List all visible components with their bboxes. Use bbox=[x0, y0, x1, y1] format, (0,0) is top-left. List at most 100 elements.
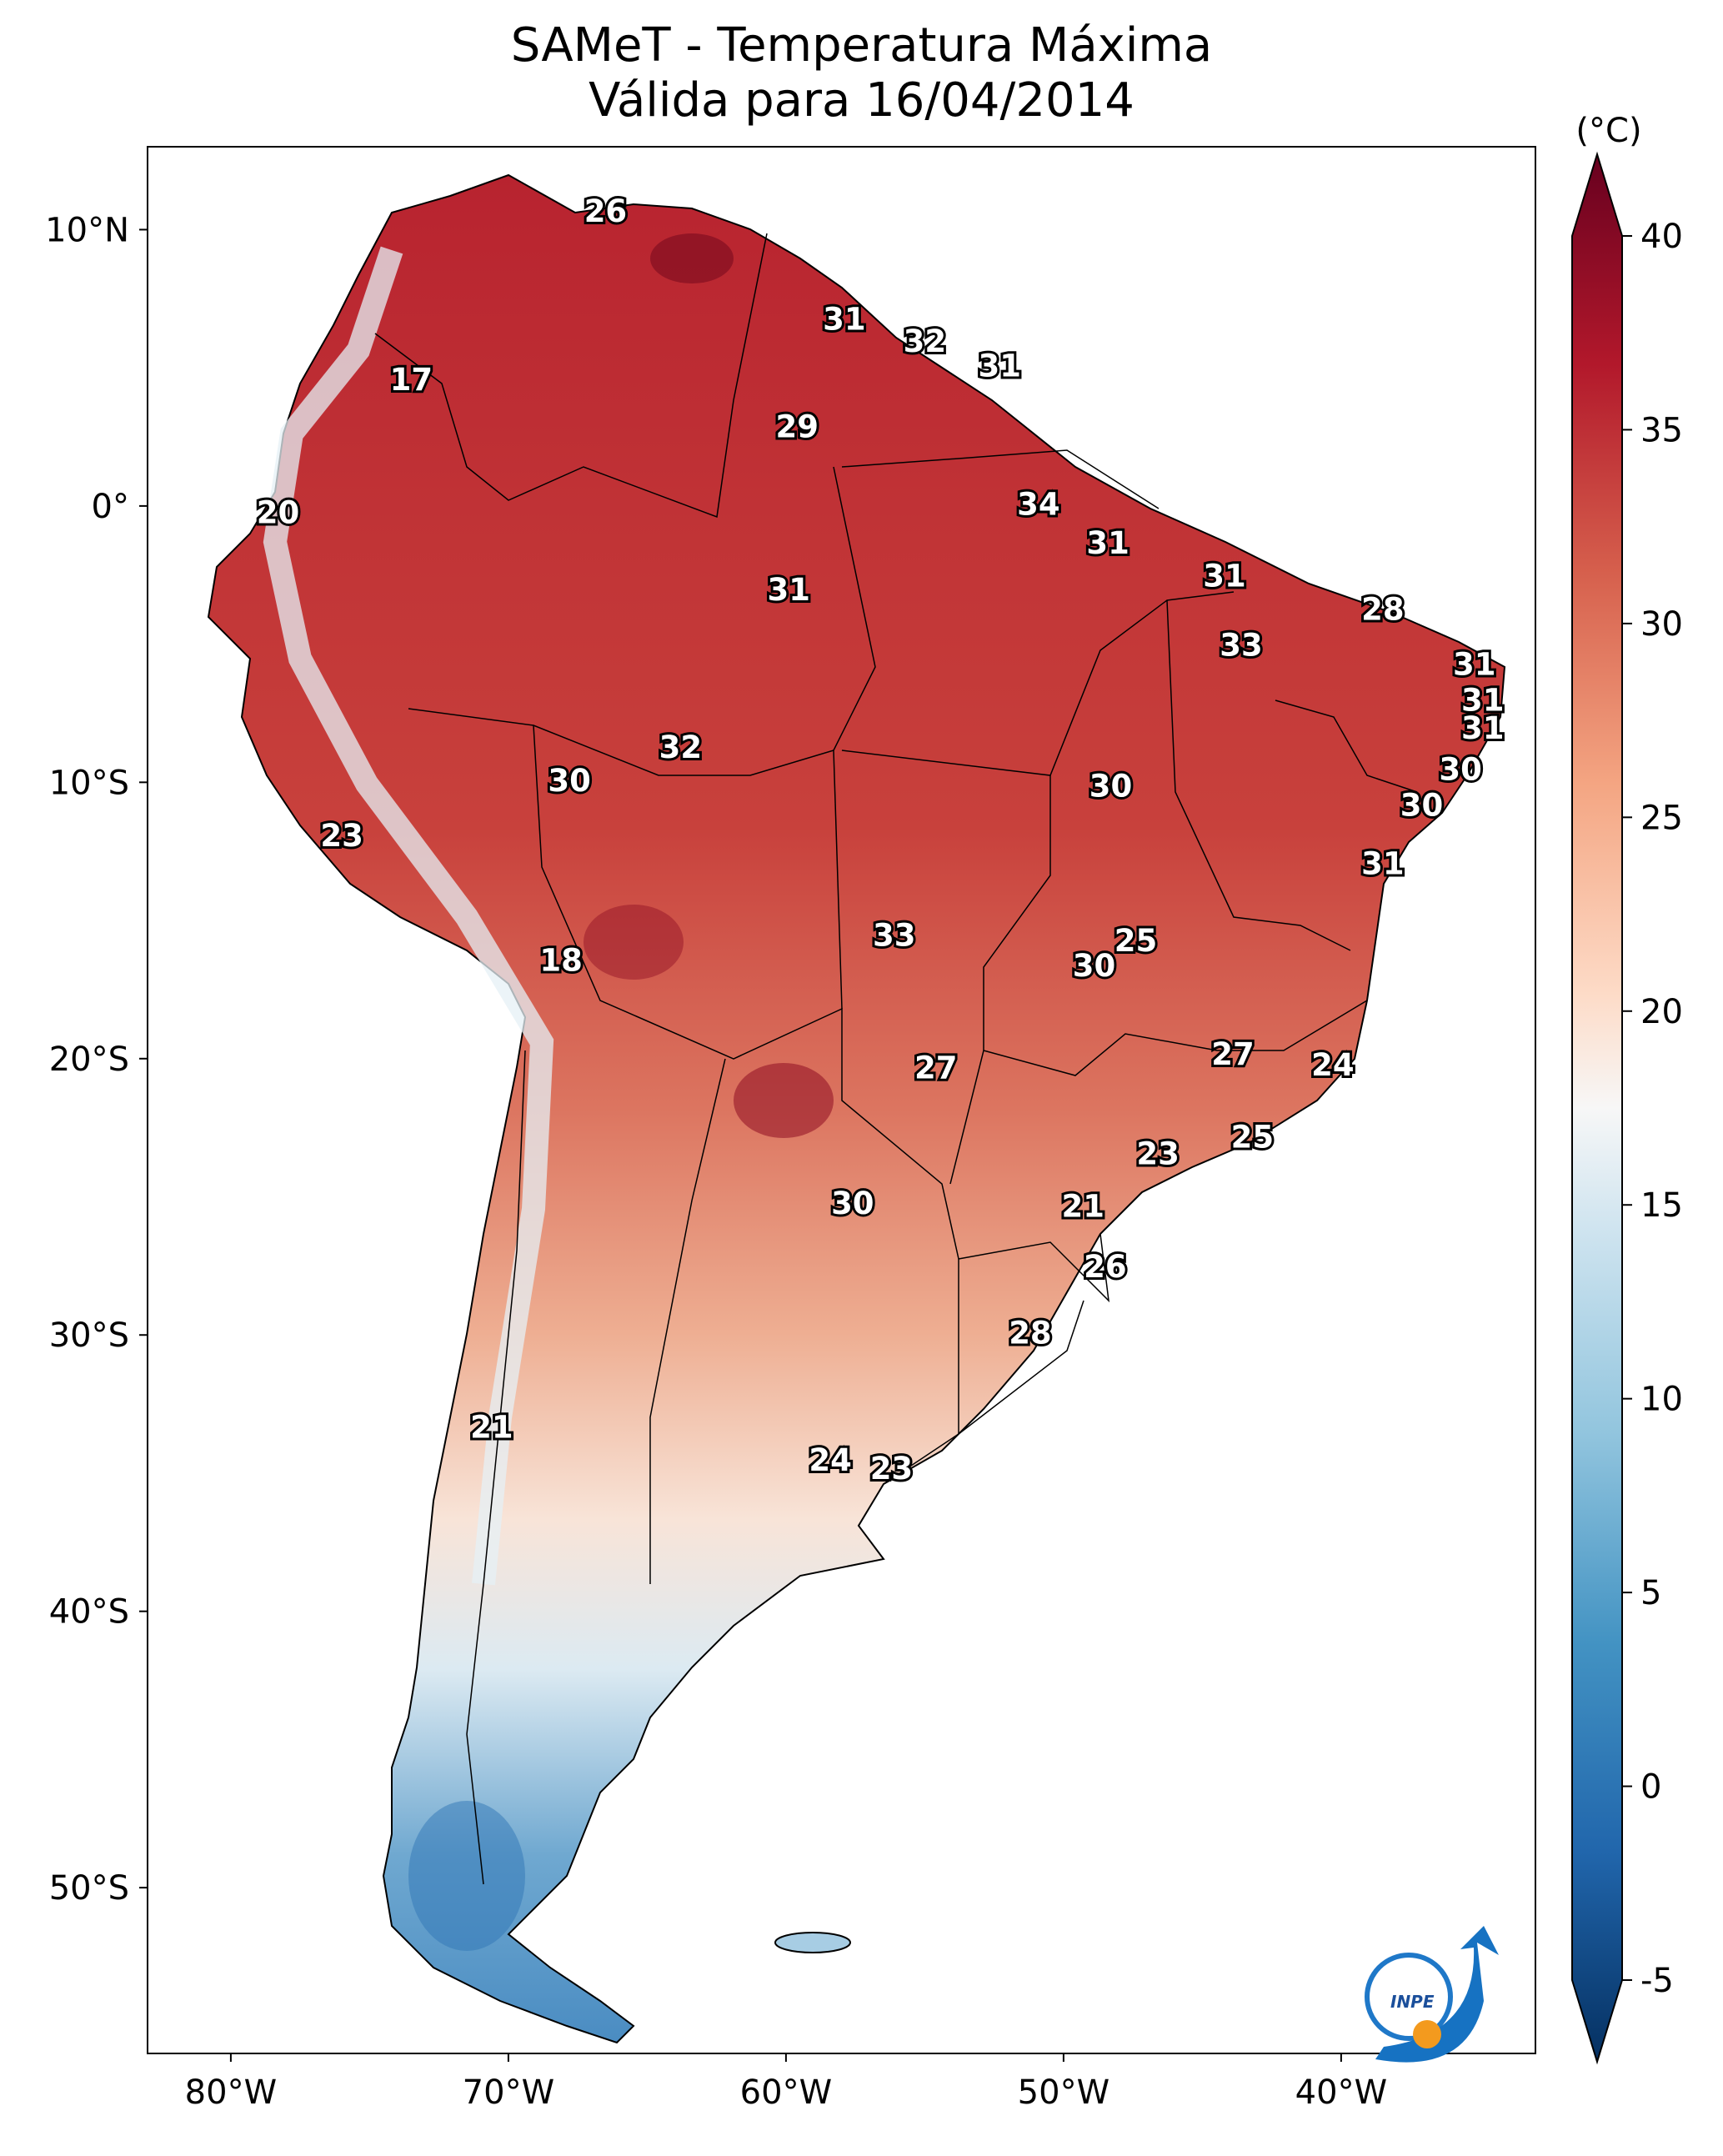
station-label: 32 bbox=[904, 323, 947, 359]
station-label: 30 bbox=[1089, 768, 1133, 804]
colorbar-tick-label: 20 bbox=[1640, 993, 1683, 1031]
lat-tick-label: 10°N bbox=[45, 211, 129, 249]
inpe-logo-text: INPE bbox=[1390, 1992, 1435, 2012]
border-line bbox=[833, 750, 843, 1010]
station-label: 24 bbox=[809, 1442, 852, 1478]
lat-tick-label: 0° bbox=[92, 488, 129, 526]
station-label: 34 bbox=[1017, 486, 1060, 522]
colorbar-tick-label: 0 bbox=[1640, 1768, 1661, 1807]
station-label: 32 bbox=[659, 730, 703, 765]
hot-spot-venezuela bbox=[650, 233, 734, 283]
colorbar-tick-label: 40 bbox=[1640, 218, 1683, 256]
station-label: 26 bbox=[584, 193, 628, 229]
station-label: 17 bbox=[390, 362, 433, 398]
station-label: 28 bbox=[1361, 591, 1405, 627]
border-line bbox=[949, 775, 1051, 1185]
colorbar-tick-label: 30 bbox=[1640, 605, 1683, 644]
lat-tick-label: 50°S bbox=[49, 1869, 129, 1908]
station-label: 23 bbox=[1136, 1136, 1180, 1171]
station-label: 30 bbox=[831, 1186, 874, 1221]
station-label: 30 bbox=[1400, 788, 1444, 824]
station-label: 26 bbox=[1084, 1249, 1127, 1285]
station-label: 25 bbox=[1231, 1119, 1275, 1155]
border-line bbox=[983, 1000, 1368, 1076]
station-label: 31 bbox=[1361, 845, 1405, 881]
border-line bbox=[1275, 699, 1418, 793]
colorbar-tick-label: 5 bbox=[1640, 1574, 1661, 1612]
hot-spot-chaco bbox=[734, 1063, 834, 1138]
station-label: 23 bbox=[320, 818, 363, 854]
colorbar-tick-label: 25 bbox=[1640, 799, 1683, 837]
latitude-axis: 10°N 0° 10°S 20°S 30°S 40°S 50°S bbox=[45, 211, 148, 1908]
station-label: 33 bbox=[1220, 627, 1263, 663]
border-line bbox=[374, 233, 768, 519]
border-line bbox=[958, 1300, 1084, 1435]
station-label: 31 bbox=[1203, 559, 1246, 594]
station-label: 27 bbox=[1211, 1036, 1255, 1072]
station-label: 20 bbox=[257, 494, 300, 530]
title-line-2: Válida para 16/04/2014 bbox=[589, 73, 1134, 128]
inpe-logo-arrow-icon bbox=[1375, 1926, 1499, 2063]
station-label: 21 bbox=[470, 1409, 513, 1445]
station-label: 33 bbox=[873, 917, 916, 953]
station-label: 31 bbox=[1086, 525, 1129, 561]
lon-tick-label: 40°W bbox=[1295, 2073, 1387, 2112]
station-label: 25 bbox=[1114, 923, 1158, 959]
border-line bbox=[533, 725, 959, 1260]
map-title: SAMeT - Temperatura Máxima Válida para 1… bbox=[0, 18, 1723, 128]
station-label: 27 bbox=[914, 1050, 958, 1086]
colorbar-tick-label: -5 bbox=[1640, 1962, 1674, 2000]
station-label: 24 bbox=[1311, 1047, 1355, 1083]
station-label: 30 bbox=[548, 763, 591, 799]
inpe-logo-dot-icon bbox=[1413, 2020, 1441, 2048]
station-label: 31 bbox=[1461, 683, 1505, 719]
cold-andes-patagonia bbox=[408, 1801, 525, 1951]
lat-tick-label: 20°S bbox=[49, 1040, 129, 1079]
map-frame bbox=[147, 146, 1536, 2054]
inpe-logo-ring-icon bbox=[1365, 1953, 1453, 2041]
continent-layer bbox=[207, 173, 1506, 2044]
border-line bbox=[466, 1050, 526, 1885]
border-line bbox=[649, 1058, 726, 1584]
border-line bbox=[1166, 599, 1351, 951]
station-label: 31 bbox=[979, 348, 1022, 384]
south-america-landmass bbox=[207, 173, 1506, 2044]
hot-spot-bolivia bbox=[584, 905, 684, 980]
colorbar-tick-label: 10 bbox=[1640, 1381, 1683, 1419]
lat-tick-label: 10°S bbox=[49, 764, 129, 802]
station-label: 31 bbox=[1453, 647, 1496, 683]
station-label: 31 bbox=[823, 301, 866, 337]
station-label: 30 bbox=[1073, 948, 1116, 984]
title-line-1: SAMeT - Temperatura Máxima bbox=[510, 18, 1213, 73]
colorbar-tick-label: 35 bbox=[1640, 411, 1683, 449]
longitude-axis: 80°W 70°W 60°W 50°W 40°W bbox=[185, 2053, 1387, 2112]
border-line bbox=[841, 591, 1235, 776]
lon-tick-label: 50°W bbox=[1018, 2073, 1109, 2112]
station-label: 23 bbox=[870, 1451, 914, 1487]
lat-tick-label: 30°S bbox=[49, 1316, 129, 1355]
falkland-islands bbox=[774, 1932, 851, 1953]
station-label: 21 bbox=[1061, 1188, 1104, 1224]
country-borders bbox=[374, 233, 1418, 1885]
colorbar-tick-label: 15 bbox=[1640, 1186, 1683, 1225]
border-line bbox=[958, 1233, 1110, 1303]
lat-tick-label: 40°S bbox=[49, 1593, 129, 1632]
station-label: 28 bbox=[1009, 1316, 1052, 1351]
station-label: 18 bbox=[539, 942, 583, 978]
colorbar-bar bbox=[1571, 151, 1623, 2065]
lon-tick-label: 70°W bbox=[463, 2073, 554, 2112]
colorbar: (°C) 40 35 30 25 20 15 10 5 0 -5 bbox=[1571, 112, 1683, 2065]
colorbar-ticks: 40 35 30 25 20 15 10 5 0 -5 bbox=[1622, 218, 1683, 2000]
station-label: 31 bbox=[1461, 710, 1505, 746]
station-label: 29 bbox=[775, 409, 819, 445]
station-label: 31 bbox=[767, 572, 810, 608]
andes-cool-strip bbox=[263, 246, 554, 1586]
border-line bbox=[841, 449, 1160, 509]
colorbar-unit: (°C) bbox=[1575, 112, 1641, 150]
station-label: 30 bbox=[1439, 752, 1482, 788]
lon-tick-label: 60°W bbox=[740, 2073, 832, 2112]
lon-tick-label: 80°W bbox=[185, 2073, 277, 2112]
inpe-logo: INPE bbox=[1365, 1926, 1499, 2063]
